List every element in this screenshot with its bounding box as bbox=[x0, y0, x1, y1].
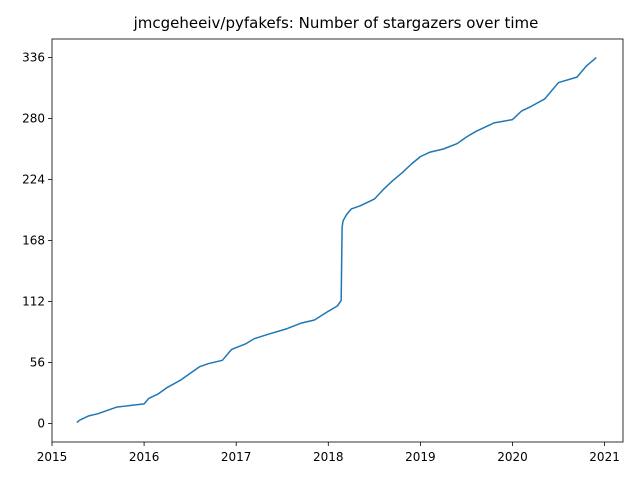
series-layer bbox=[76, 56, 597, 423]
y-tick-label: 224 bbox=[22, 173, 45, 187]
x-tick-label: 2020 bbox=[497, 450, 528, 464]
y-tick-label: 56 bbox=[30, 355, 45, 369]
x-tick-label: 2018 bbox=[313, 450, 344, 464]
y-tick-label: 112 bbox=[22, 294, 45, 308]
x-axis: 2015 2016 2017 2018 2019 2020 2021 bbox=[37, 442, 620, 464]
y-tick-label: 168 bbox=[22, 234, 45, 248]
y-axis: 0 56 112 168 224 280 336 bbox=[22, 51, 52, 430]
chart-title: jmcgeheeiv/pyfakefs: Number of stargazer… bbox=[133, 14, 539, 32]
x-tick-label: 2019 bbox=[405, 450, 436, 464]
x-tick-label: 2016 bbox=[129, 450, 160, 464]
x-tick-label: 2017 bbox=[221, 450, 252, 464]
y-tick-label: 280 bbox=[22, 112, 45, 126]
x-tick-label: 2015 bbox=[37, 450, 68, 464]
plot-area-frame bbox=[51, 38, 624, 443]
stargazers-series-line bbox=[76, 56, 597, 423]
y-tick-label: 336 bbox=[22, 51, 45, 65]
x-tick-label: 2021 bbox=[589, 450, 620, 464]
y-tick-label: 0 bbox=[37, 416, 45, 430]
